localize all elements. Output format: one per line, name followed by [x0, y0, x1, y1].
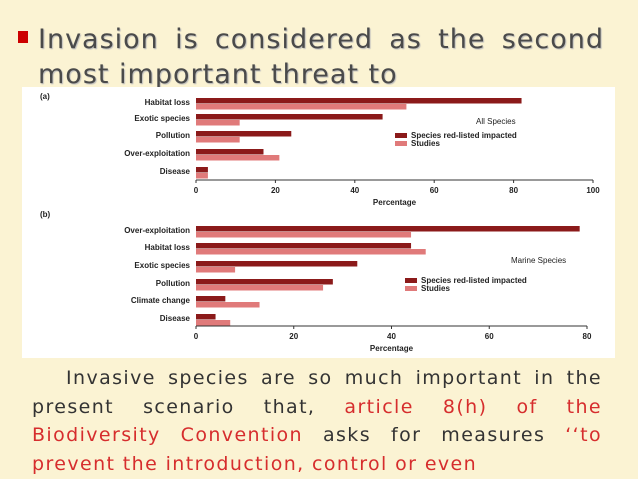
bar: [196, 314, 216, 320]
bar: [196, 261, 358, 267]
x-tick-label: 0: [194, 186, 199, 195]
panel-label: (a): [40, 92, 50, 101]
x-tick-label: 40: [387, 332, 396, 341]
body-highlight: article 8(h) of the Biodiversity Convent…: [32, 395, 602, 447]
body-text: Invasive species are so much important i…: [32, 367, 602, 418]
category-label: Over-exploitation: [124, 149, 190, 158]
bar: [196, 120, 240, 126]
category-label: Exotic species: [134, 114, 190, 123]
x-axis-label: Percentage: [370, 344, 414, 353]
bar: [196, 249, 426, 255]
bar: [196, 155, 280, 161]
x-tick-label: 60: [485, 332, 494, 341]
bar: [196, 296, 226, 302]
bar: [196, 104, 407, 110]
body-text: asks for measures: [322, 424, 546, 446]
legend-swatch: [405, 278, 417, 283]
legend-label: Species red-listed impacted: [421, 276, 527, 285]
legend-swatch: [405, 286, 417, 291]
bar: [196, 137, 240, 143]
bullet-text: Invasion is considered as the second mos…: [38, 24, 604, 90]
legend-label: Studies: [411, 139, 440, 148]
bar: [196, 302, 260, 308]
category-label: Habitat loss: [145, 243, 191, 252]
bar: [196, 226, 580, 232]
x-tick-label: 100: [586, 186, 600, 195]
body-paragraph: Invasive species are so much important i…: [32, 364, 602, 478]
category-label: Pollution: [156, 131, 190, 140]
x-tick-label: 20: [271, 186, 280, 195]
annotation: All Species: [476, 117, 516, 126]
x-axis-label: Percentage: [373, 198, 417, 207]
bar: [196, 173, 208, 179]
x-tick-label: 0: [194, 332, 199, 341]
bar: [196, 320, 231, 326]
x-tick-label: 20: [289, 332, 298, 341]
bar: [196, 131, 292, 137]
x-tick-label: 80: [583, 332, 592, 341]
category-label: Disease: [160, 167, 191, 176]
chart-background: [22, 87, 615, 358]
bar: [196, 114, 383, 120]
legend-swatch: [395, 141, 407, 146]
bar: [196, 243, 412, 249]
bullet-icon: [18, 31, 28, 43]
chart-image: (a) All Species Habitat loss Exotic species…: [22, 87, 615, 358]
bar: [196, 285, 324, 291]
category-label: Exotic species: [134, 261, 190, 270]
bar: [196, 149, 264, 155]
bar: [196, 98, 522, 104]
body-highlight: ‘‘to prevent the introduction, control o…: [32, 424, 602, 475]
bar: [196, 279, 333, 285]
x-tick-label: 40: [350, 186, 359, 195]
x-tick-label: 80: [509, 186, 518, 195]
legend-label: Studies: [421, 284, 450, 293]
bar: [196, 232, 412, 238]
category-label: Over-exploitation: [124, 226, 190, 235]
category-label: Pollution: [156, 279, 190, 288]
legend-label: Species red-listed impacted: [411, 131, 517, 140]
legend-swatch: [395, 133, 407, 138]
category-label: Disease: [160, 314, 191, 323]
x-tick-label: 60: [430, 186, 439, 195]
annotation: Marine Species: [511, 256, 566, 265]
category-label: Climate change: [131, 296, 191, 305]
bar: [196, 167, 208, 173]
bar: [196, 267, 236, 273]
panel-label: (b): [40, 210, 51, 219]
category-label: Habitat loss: [145, 98, 191, 107]
